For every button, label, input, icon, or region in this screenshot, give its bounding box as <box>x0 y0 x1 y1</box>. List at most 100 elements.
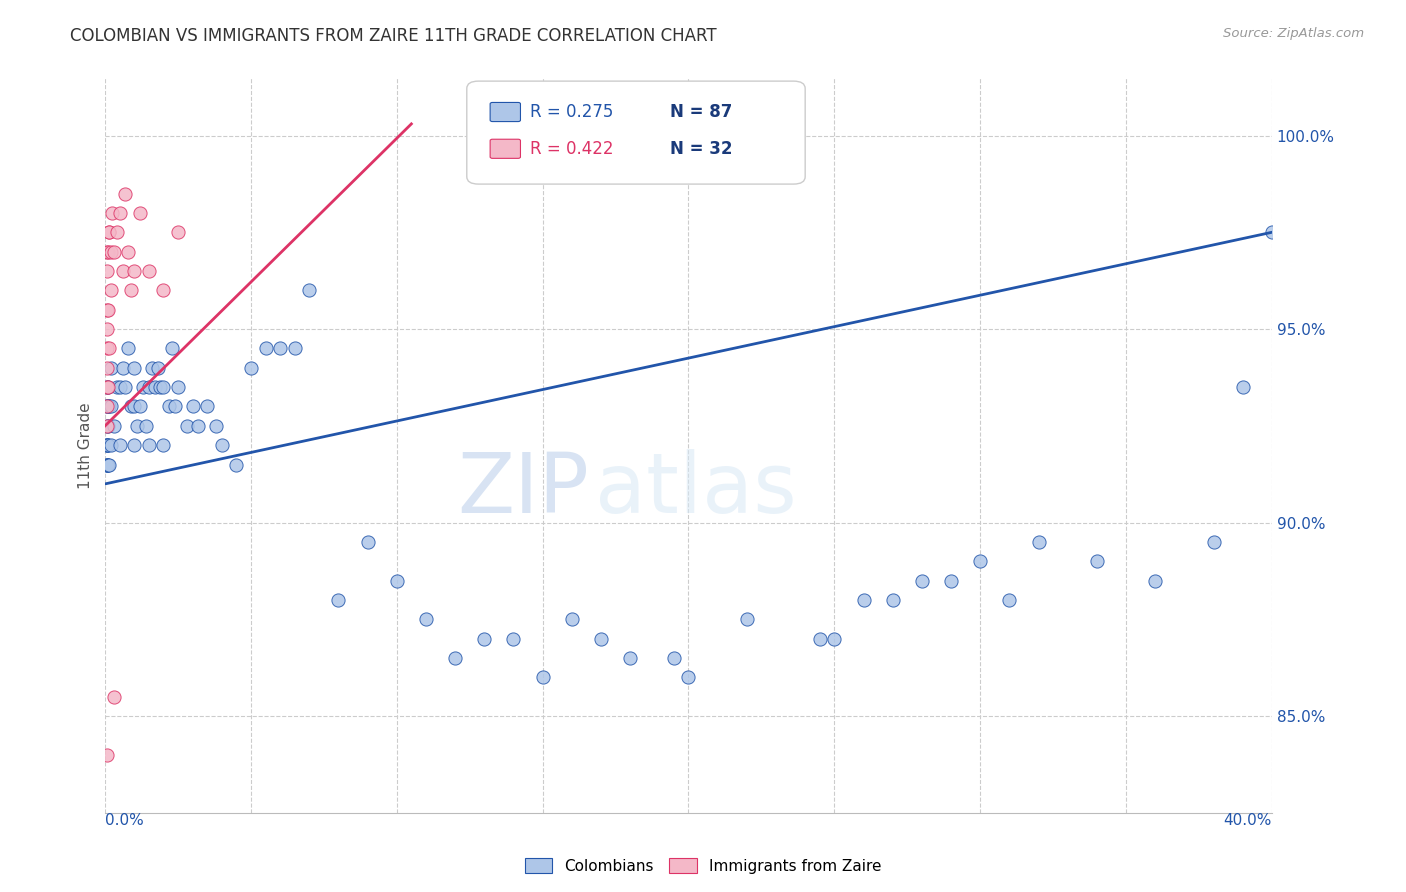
Point <box>152 380 174 394</box>
Point <box>239 360 262 375</box>
Point <box>1144 574 1167 588</box>
Point <box>108 380 131 394</box>
Text: Source: ZipAtlas.com: Source: ZipAtlas.com <box>1223 27 1364 40</box>
Legend: Colombians, Immigrants from Zaire: Colombians, Immigrants from Zaire <box>519 852 887 880</box>
Point <box>160 342 183 356</box>
Point <box>1028 535 1050 549</box>
Point <box>96 342 118 356</box>
Point <box>96 458 118 472</box>
FancyBboxPatch shape <box>467 81 806 184</box>
Point <box>96 244 118 259</box>
Point <box>108 206 131 220</box>
Point <box>120 284 142 298</box>
Point <box>96 458 118 472</box>
Point <box>122 400 145 414</box>
Point <box>96 360 118 375</box>
Point <box>254 342 277 356</box>
Point <box>114 380 136 394</box>
Point <box>97 225 120 239</box>
Point <box>103 418 125 433</box>
Point <box>211 438 233 452</box>
Point <box>98 458 121 472</box>
Point <box>96 400 118 414</box>
Point <box>823 632 845 646</box>
Point <box>98 400 121 414</box>
Point <box>127 418 149 433</box>
Text: COLOMBIAN VS IMMIGRANTS FROM ZAIRE 11TH GRADE CORRELATION CHART: COLOMBIAN VS IMMIGRANTS FROM ZAIRE 11TH … <box>70 27 717 45</box>
Point <box>678 670 700 684</box>
Point <box>152 438 174 452</box>
Y-axis label: 11th Grade: 11th Grade <box>79 402 93 489</box>
Point <box>939 574 962 588</box>
Point <box>97 458 120 472</box>
Point <box>225 458 247 472</box>
Point <box>415 612 437 626</box>
Point <box>97 302 120 317</box>
Point <box>1085 554 1108 568</box>
Point <box>132 380 155 394</box>
Point <box>167 225 190 239</box>
Point <box>97 400 120 414</box>
Text: atlas: atlas <box>595 449 797 530</box>
Point <box>167 380 190 394</box>
Point <box>356 535 378 549</box>
Point <box>96 438 118 452</box>
Point <box>129 400 152 414</box>
Point <box>269 342 291 356</box>
Point <box>735 612 758 626</box>
Point <box>138 380 160 394</box>
Point <box>181 400 204 414</box>
Point <box>96 438 118 452</box>
Point <box>662 651 685 665</box>
Point <box>149 380 172 394</box>
Point <box>157 400 180 414</box>
Text: ZIP: ZIP <box>457 449 589 530</box>
Point <box>96 322 118 336</box>
Point <box>98 342 121 356</box>
Point <box>122 438 145 452</box>
Point <box>100 284 122 298</box>
Point <box>96 747 118 762</box>
Point <box>114 186 136 201</box>
Point <box>111 264 134 278</box>
Point <box>97 244 120 259</box>
Point <box>472 632 495 646</box>
Point <box>96 400 118 414</box>
Point <box>117 342 139 356</box>
Point <box>96 458 118 472</box>
Point <box>96 380 118 394</box>
Point <box>328 593 350 607</box>
Point <box>96 418 118 433</box>
Point <box>129 206 152 220</box>
Point <box>176 418 198 433</box>
Point <box>117 244 139 259</box>
Point <box>138 438 160 452</box>
Point <box>561 612 583 626</box>
Point <box>152 284 174 298</box>
Point <box>97 380 120 394</box>
Point <box>808 632 831 646</box>
Point <box>96 264 118 278</box>
Point <box>195 400 218 414</box>
Point <box>1202 535 1225 549</box>
Point <box>531 670 554 684</box>
Point <box>103 244 125 259</box>
Point <box>187 418 209 433</box>
Point <box>969 554 991 568</box>
Point <box>97 418 120 433</box>
Point <box>385 574 408 588</box>
Text: N = 32: N = 32 <box>669 140 733 158</box>
Point <box>444 651 467 665</box>
Point <box>108 438 131 452</box>
Point <box>96 400 118 414</box>
Point <box>998 593 1021 607</box>
Point <box>103 690 125 704</box>
FancyBboxPatch shape <box>491 139 520 159</box>
Point <box>205 418 228 433</box>
Point <box>146 360 169 375</box>
Point <box>105 225 128 239</box>
Point <box>141 360 163 375</box>
Point <box>105 380 128 394</box>
Point <box>1232 380 1254 394</box>
Point <box>96 380 118 394</box>
